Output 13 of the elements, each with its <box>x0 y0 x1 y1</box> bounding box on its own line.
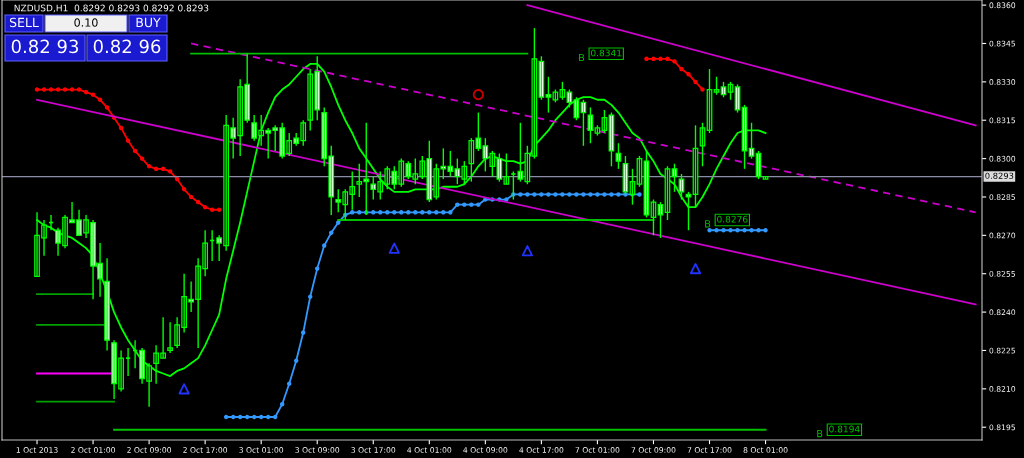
annotation: 0.10 <box>74 18 98 27</box>
text: 0.8276 <box>717 215 748 223</box>
annotation: 0.82 93 <box>11 39 79 54</box>
annotation: B <box>817 430 823 438</box>
annotation: BUY <box>136 17 161 28</box>
annotation: 0.82 96 <box>93 39 161 54</box>
annotation: B <box>705 220 711 228</box>
text: 0.8194 <box>829 425 860 433</box>
chart-title: NZDUSD,H1 0.8292 0.8293 0.8292 0.8293 <box>14 4 209 13</box>
annotation: B <box>579 54 585 62</box>
annotation: SELL <box>9 17 39 28</box>
ref-line-label: 0.8293 <box>985 172 1014 179</box>
text: 0.8341 <box>591 49 622 57</box>
